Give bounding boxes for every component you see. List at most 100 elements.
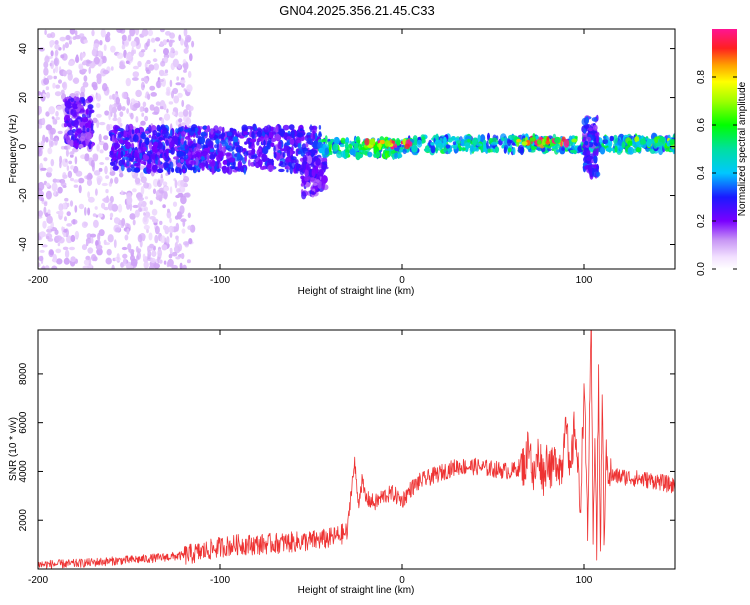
heatmap-cell (73, 77, 80, 84)
heatmap-cell (117, 104, 122, 111)
heatmap-cell (297, 137, 302, 140)
heatmap-cell (302, 154, 307, 164)
heatmap-cell (81, 61, 87, 66)
heatmap-cell (491, 141, 498, 146)
heatmap-cell (176, 188, 181, 193)
heatmap-cell (87, 60, 92, 64)
heatmap-cell (494, 146, 500, 154)
colorbar-label: Normalized spectral amplitude (737, 81, 748, 216)
heatmap-cell (190, 151, 196, 160)
heatmap-cell (130, 265, 134, 269)
heatmap-cell (163, 190, 168, 200)
heatmap-cell (181, 99, 185, 108)
heatmap-cell (215, 138, 220, 145)
heatmap-cell (147, 93, 151, 100)
heatmap-cell (318, 131, 322, 136)
heatmap-cell (144, 107, 149, 113)
heatmap-cell (85, 132, 92, 141)
heatmap-cell (286, 169, 289, 173)
heatmap-cell (66, 122, 72, 127)
heatmap-cell (63, 257, 70, 265)
heatmap-cell (554, 136, 561, 144)
heatmap-cell (272, 131, 276, 135)
heatmap-cell (158, 259, 163, 264)
heatmap-cell (93, 56, 100, 65)
heatmap-cell (95, 244, 103, 250)
heatmap-cell (86, 178, 93, 187)
heatmap-cell (106, 124, 111, 132)
heatmap-cell (73, 119, 79, 128)
heatmap-cell (132, 65, 139, 70)
heatmap-cell (83, 39, 88, 44)
heatmap-cell (152, 178, 159, 188)
heatmap-cell (232, 136, 239, 143)
heatmap-cell (361, 150, 369, 155)
heatmap-cell (38, 106, 42, 115)
heatmap-cell (166, 39, 170, 43)
heatmap-cell (140, 120, 146, 126)
heatmap-cell (57, 130, 63, 135)
heatmap-cell (109, 178, 114, 184)
heatmap-cell (60, 54, 65, 59)
heatmap-cell (159, 149, 164, 153)
heatmap-cell (462, 147, 466, 151)
heatmap-cell (584, 140, 589, 146)
heatmap-cell (81, 96, 85, 104)
heatmap-cell (50, 140, 54, 148)
heatmap-cell (103, 44, 107, 51)
heatmap-cell (133, 103, 141, 108)
heatmap-cell (153, 141, 158, 148)
heatmap-cell (70, 234, 76, 243)
heatmap-cell (55, 49, 59, 57)
heatmap-cell (63, 246, 68, 250)
heatmap-cell (61, 82, 66, 89)
heatmap-cell (275, 125, 279, 133)
heatmap-cell (447, 137, 453, 143)
heatmap-cell (126, 228, 130, 235)
heatmap-cell (152, 218, 159, 223)
heatmap-cell (111, 135, 115, 143)
heatmap-cell (51, 116, 55, 120)
heatmap-cell (79, 33, 85, 38)
heatmap-cell (113, 217, 120, 224)
heatmap-cell (318, 169, 324, 177)
heatmap-cell (300, 183, 304, 187)
heatmap-cell (231, 166, 237, 170)
heatmap-cell (183, 48, 189, 54)
heatmap-cell (130, 40, 137, 47)
heatmap-cell (186, 259, 191, 264)
colorbar-tick-label: 0.2 (696, 214, 707, 228)
heatmap-cell (239, 135, 245, 139)
heatmap-cell (87, 247, 94, 254)
heatmap-cell (158, 79, 164, 82)
heatmap-cell (278, 128, 285, 136)
x-tick-label: 0 (399, 275, 405, 286)
heatmap-cell (108, 111, 111, 121)
heatmap-cell (171, 111, 176, 116)
heatmap-cell (41, 244, 48, 248)
heatmap-cell (128, 248, 135, 254)
colorbar-tick-label: 0.0 (696, 262, 707, 276)
heatmap-cell (169, 186, 173, 194)
heatmap-cell (168, 39, 173, 48)
heatmap-cell (180, 122, 187, 127)
heatmap-cell (180, 195, 187, 205)
heatmap-cell (122, 156, 129, 160)
heatmap-cell (117, 117, 122, 125)
heatmap-cell (396, 139, 401, 146)
heatmap-cell (171, 251, 178, 257)
heatmap-cell (109, 150, 114, 156)
heatmap-cell (81, 68, 88, 73)
heatmap-cell (143, 182, 150, 189)
heatmap-cell (226, 152, 233, 161)
heatmap-cell (345, 152, 349, 158)
heatmap-cell (355, 147, 359, 152)
heatmap-cell (43, 157, 48, 162)
heatmap-cell (50, 158, 55, 167)
heatmap-cell (430, 142, 435, 146)
heatmap-cell (118, 133, 122, 139)
y-tick-label: 0 (18, 143, 29, 149)
